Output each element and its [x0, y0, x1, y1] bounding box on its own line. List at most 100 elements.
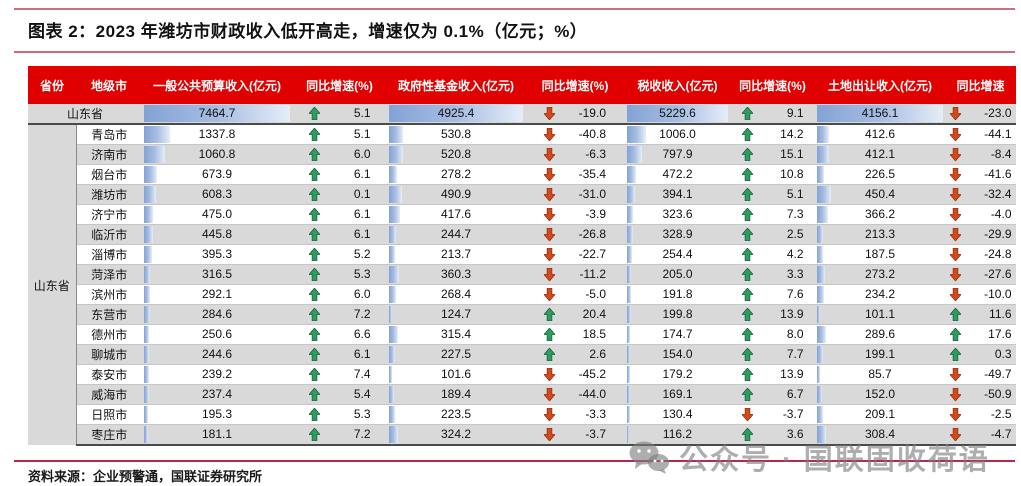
up-arrow-icon [308, 208, 320, 221]
down-arrow-icon [544, 228, 555, 241]
cell-city: 泰安市 [76, 364, 142, 385]
data-bar [389, 406, 396, 423]
header-cell-9: 同比增速 [945, 66, 1016, 104]
up-arrow-icon [741, 148, 753, 161]
cell-tax_yoy: 6.7 [730, 384, 815, 405]
city-row: 山东省 青岛市 1337.8 5.1 530.8 -40.8 1006.0 14.2 412.6… [28, 123, 1016, 445]
up-arrow-icon [741, 268, 753, 281]
cell-budget_yoy: 6.1 [292, 344, 387, 365]
up-arrow-icon [308, 107, 320, 120]
cell-land: 85.7 [815, 364, 945, 385]
title-bottom-rule [14, 51, 1015, 53]
cell-fund_yoy: -19.0 [525, 104, 625, 125]
header-cell-7: 同比增速(%) [730, 66, 815, 104]
up-arrow-icon [308, 308, 320, 321]
down-arrow-icon [949, 388, 961, 401]
down-arrow-icon [544, 248, 555, 261]
up-arrow-icon [308, 288, 320, 301]
cell-tax: 5229.6 [625, 104, 730, 125]
down-arrow-icon [544, 428, 555, 441]
cell-budget_yoy: 7.2 [292, 304, 387, 325]
data-bar [627, 266, 631, 283]
cell-land_yoy: -44.1 [945, 123, 1016, 145]
cell-city: 临沂市 [76, 224, 142, 245]
data-bar [817, 346, 824, 363]
data-bar [389, 386, 395, 403]
cell-city: 聊城市 [76, 344, 142, 365]
cell-budget: 673.9 [142, 164, 292, 185]
cell-land_yoy: -24.8 [945, 244, 1016, 265]
cell-budget: 244.6 [142, 344, 292, 365]
up-arrow-icon [741, 388, 753, 401]
cell-fund_yoy: -3.7 [525, 424, 625, 446]
cell-land_yoy: 17.6 [945, 324, 1016, 345]
cell-land: 412.1 [815, 144, 945, 165]
cell-fund: 223.5 [387, 404, 525, 425]
up-arrow-icon [741, 348, 753, 361]
up-arrow-icon [308, 268, 320, 281]
city-row: 潍坊市 608.3 0.1 490.9 -31.0 394.1 5.1 450.4 -32.4 [28, 184, 1016, 205]
header-cell-5: 同比增速(%) [525, 66, 625, 104]
cell-fund_yoy: -22.7 [525, 244, 625, 265]
cell-budget: 250.6 [142, 324, 292, 345]
cell-fund_yoy: -35.4 [525, 164, 625, 185]
data-bar [389, 105, 523, 122]
up-arrow-icon [308, 428, 320, 441]
cell-land_yoy: -4.7 [945, 424, 1016, 446]
cell-fund_yoy: -44.0 [525, 384, 625, 405]
city-row: 临沂市 445.8 6.1 244.7 -26.8 328.9 2.5 213.3 -29.9 [28, 224, 1016, 245]
cell-budget: 292.1 [142, 284, 292, 305]
up-arrow-icon [308, 348, 320, 361]
cell-budget: 608.3 [142, 184, 292, 205]
down-arrow-icon [949, 248, 961, 261]
cell-city: 德州市 [76, 324, 142, 345]
cell-land: 187.5 [815, 244, 945, 265]
data-bar [144, 166, 158, 183]
cell-city: 济南市 [76, 144, 142, 165]
cell-land: 412.6 [815, 123, 945, 145]
cell-budget: 195.3 [142, 404, 292, 425]
cell-budget: 239.2 [142, 364, 292, 385]
cell-budget: 7464.7 [142, 104, 292, 125]
cell-tax: 199.8 [625, 304, 730, 325]
cell-tax: 323.6 [625, 204, 730, 225]
up-arrow-icon [741, 308, 753, 321]
cell-fund_yoy: -5.0 [525, 284, 625, 305]
title-top-rule [14, 8, 1015, 10]
up-arrow-icon [741, 328, 753, 341]
cell-budget_yoy: 6.1 [292, 224, 387, 245]
down-arrow-icon [544, 288, 555, 301]
down-arrow-icon [544, 388, 555, 401]
data-bar [144, 366, 149, 383]
cell-budget: 445.8 [142, 224, 292, 245]
data-bar [627, 126, 647, 143]
cell-budget_yoy: 5.3 [292, 264, 387, 285]
down-arrow-icon [544, 208, 555, 221]
data-bar [389, 286, 397, 303]
cell-fund_yoy: 2.6 [525, 344, 625, 365]
cell-land: 226.5 [815, 164, 945, 185]
cell-city: 菏泽市 [76, 264, 142, 285]
data-bar [817, 186, 831, 203]
cell-fund_yoy: -40.8 [525, 123, 625, 145]
data-bar [144, 226, 153, 243]
cell-city: 日照市 [76, 404, 142, 425]
data-bar [627, 286, 631, 303]
cell-land: 101.1 [815, 304, 945, 325]
data-bar [144, 266, 151, 283]
fiscal-revenue-table: 省份 地级市 一般公共预算收入(亿元) 同比增速(%) 政府性基金收入(亿元) 同比增速(… [28, 66, 1016, 446]
cell-tax: 394.1 [625, 184, 730, 205]
cell-land_yoy: 11.6 [945, 304, 1016, 325]
data-bar [144, 246, 152, 263]
cell-tax_yoy: 3.3 [730, 264, 815, 285]
up-arrow-icon [308, 368, 320, 381]
cell-budget: 316.5 [142, 264, 292, 285]
cell-tax_yoy: 9.1 [730, 104, 815, 125]
cell-land_yoy: -4.0 [945, 204, 1016, 225]
page-title: 图表 2：2023 年潍坊市财政收入低开高走，增速仅为 0.1%（亿元；%） [28, 22, 588, 41]
down-arrow-icon [949, 208, 961, 221]
cell-land_yoy: -50.9 [945, 384, 1016, 405]
down-arrow-icon [544, 268, 555, 281]
down-arrow-icon [949, 368, 961, 381]
up-arrow-icon [741, 248, 753, 261]
